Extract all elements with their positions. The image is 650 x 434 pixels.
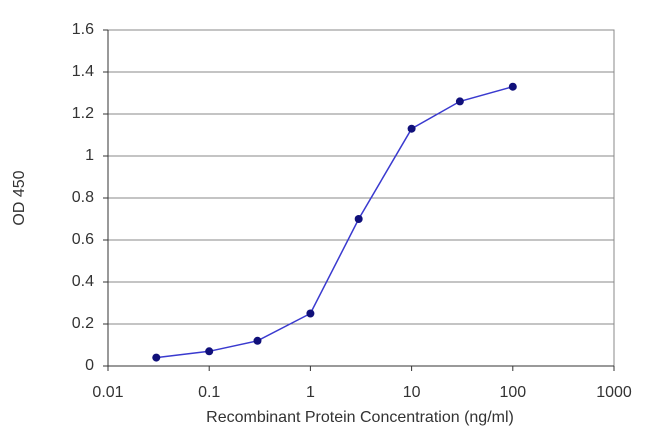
x-tick-label: 100 <box>499 384 526 401</box>
y-tick-label: 1.2 <box>72 105 94 122</box>
x-tick-label: 0.1 <box>198 384 220 401</box>
y-tick-label: 0.2 <box>72 315 94 332</box>
y-tick-label: 0 <box>85 357 94 374</box>
data-point <box>455 97 464 106</box>
x-axis-label: Recombinant Protein Concentration (ng/ml… <box>206 409 514 426</box>
y-tick-label: 1.6 <box>72 21 94 38</box>
data-point <box>253 336 262 345</box>
data-point <box>354 215 363 223</box>
data-point <box>205 347 214 356</box>
y-tick-label: 1 <box>85 147 94 164</box>
x-tick-label: 1 <box>306 384 315 401</box>
y-tick-label: 0.8 <box>72 189 94 206</box>
data-point <box>152 353 161 362</box>
x-tick-label: 1000 <box>596 384 632 401</box>
data-point <box>407 124 416 133</box>
x-tick-label: 10 <box>403 384 421 401</box>
x-tick-label: 0.01 <box>92 384 123 401</box>
y-tick-label: 1.4 <box>72 63 94 80</box>
y-tick-label: 0.6 <box>72 231 94 248</box>
data-point <box>508 82 517 91</box>
data-point <box>306 309 315 318</box>
y-axis-label: OD 450 <box>11 170 28 225</box>
y-tick-label: 0.4 <box>72 273 94 290</box>
data-line <box>156 85 514 359</box>
